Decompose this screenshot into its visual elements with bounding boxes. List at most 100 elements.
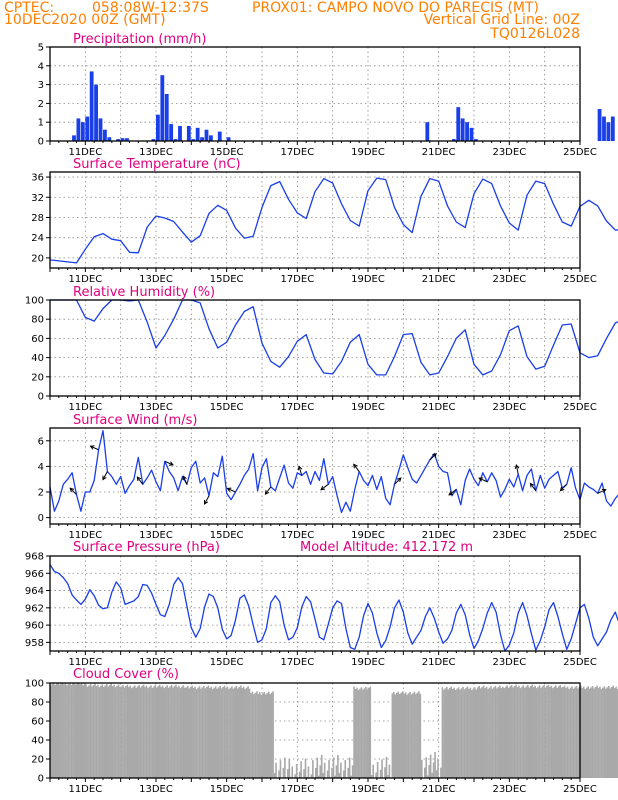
precip-xtick-label: 23DEC bbox=[492, 147, 526, 158]
wind-xtick-label: 19DEC bbox=[351, 530, 385, 541]
cloud-bar bbox=[263, 692, 266, 778]
pressure-xtick-label: 25DEC bbox=[563, 657, 597, 668]
precip-bar bbox=[204, 129, 209, 141]
cloud-bar bbox=[490, 686, 492, 778]
cloud-xtick-label: 19DEC bbox=[351, 784, 385, 795]
cloud-bar bbox=[563, 685, 566, 778]
cloud-bar bbox=[476, 687, 479, 778]
wind-arrow bbox=[478, 477, 488, 483]
cloud-bar bbox=[238, 687, 241, 778]
cloud-bar bbox=[89, 684, 92, 778]
cloud-bar bbox=[95, 686, 98, 778]
cloud-bar bbox=[580, 685, 582, 778]
cloud-bar bbox=[164, 686, 167, 778]
wind-arrow bbox=[448, 489, 457, 496]
cloud-bar bbox=[432, 762, 435, 778]
cloud-bar bbox=[69, 683, 71, 778]
cloud-bar bbox=[83, 683, 86, 778]
cloud-bar bbox=[70, 684, 73, 778]
cloud-bar bbox=[294, 774, 297, 778]
cloud-bar bbox=[362, 689, 364, 778]
cloud-bar bbox=[117, 684, 120, 778]
cloud-title: Cloud Cover (%) bbox=[73, 667, 179, 682]
cloud-bar bbox=[108, 685, 111, 778]
cloud-bar bbox=[566, 686, 569, 778]
precip-xtick-label: 17DEC bbox=[280, 147, 314, 158]
wind-arrow bbox=[429, 453, 437, 461]
cloud-bar bbox=[304, 758, 307, 778]
cloud-bar bbox=[419, 693, 422, 778]
cloud-bar bbox=[98, 687, 101, 778]
cloud-bar bbox=[282, 767, 285, 778]
cloud-bar bbox=[92, 685, 95, 778]
cloud-bar bbox=[557, 686, 560, 778]
cloud-bar bbox=[531, 684, 534, 778]
cloud-ytick-label: 0 bbox=[38, 774, 44, 785]
precip-xtick-label: 25DEC bbox=[563, 147, 597, 158]
cloud-bar bbox=[273, 773, 276, 778]
cloud-bar bbox=[105, 684, 108, 778]
cloud-bar bbox=[488, 687, 491, 778]
cloud-bar bbox=[203, 685, 205, 778]
cloud-bar bbox=[130, 688, 133, 778]
temperature-title: Surface Temperature (nC) bbox=[73, 157, 241, 172]
cloud-bar bbox=[547, 684, 550, 778]
temperature-ytick-label: 24 bbox=[31, 233, 44, 244]
header-model-id: TQ0126L028 bbox=[489, 26, 580, 42]
wind-ytick-label: 4 bbox=[38, 462, 44, 473]
cloud-bar bbox=[250, 693, 252, 778]
cloud-bar bbox=[128, 687, 130, 778]
cloud-bar bbox=[291, 766, 294, 778]
cloud-bar bbox=[150, 685, 152, 778]
cloud-bar bbox=[416, 692, 419, 778]
cloud-bar bbox=[468, 688, 470, 778]
precip-xtick-label: 21DEC bbox=[422, 147, 456, 158]
cloud-bar bbox=[370, 774, 373, 778]
cloud-bar bbox=[219, 685, 221, 778]
cloud-bar bbox=[529, 686, 532, 778]
wind-ytick-label: 2 bbox=[38, 488, 44, 499]
cloud-bar bbox=[133, 685, 136, 778]
cloud-bar bbox=[572, 688, 575, 778]
cloud-bar bbox=[394, 694, 397, 778]
cloud-bar bbox=[575, 685, 578, 778]
wind-ytick-label: 0 bbox=[38, 513, 44, 524]
cloud-bar bbox=[58, 684, 61, 778]
cloud-bar bbox=[172, 687, 174, 778]
cloud-bar bbox=[254, 692, 257, 778]
header-grid-note: Vertical Grid Line: 00Z bbox=[424, 12, 580, 28]
cloud-bar bbox=[356, 687, 358, 778]
humidity-line bbox=[50, 299, 618, 376]
cloud-bar bbox=[504, 686, 507, 778]
cloud-bar bbox=[507, 687, 510, 778]
cloud-bar bbox=[186, 685, 189, 778]
wind-xtick-label: 23DEC bbox=[492, 530, 526, 541]
cloud-bar bbox=[559, 685, 562, 778]
wind-arrowhead bbox=[559, 486, 565, 492]
cloud-bar bbox=[79, 684, 82, 778]
cloud-bar bbox=[518, 685, 520, 778]
cloud-bar bbox=[77, 683, 80, 778]
cloud-bar bbox=[170, 685, 173, 778]
cloud-bar bbox=[410, 694, 413, 778]
wind-arrowhead bbox=[264, 490, 270, 495]
cloud-bar bbox=[590, 687, 592, 778]
cloud-bar bbox=[151, 687, 154, 778]
cloud-bar bbox=[391, 693, 394, 778]
temperature-ytick-label: 36 bbox=[31, 173, 44, 184]
wind-arrowhead bbox=[353, 463, 358, 469]
cloud-bar bbox=[158, 684, 161, 778]
cloud-bar bbox=[569, 687, 572, 778]
wind-arrow bbox=[353, 464, 360, 472]
cloud-bar bbox=[125, 686, 127, 778]
cloud-bar bbox=[167, 687, 170, 778]
cloud-bar bbox=[72, 683, 74, 778]
precip-ytick-label: 1 bbox=[38, 118, 44, 129]
cloud-bar bbox=[73, 683, 76, 778]
cloud-bar bbox=[365, 686, 367, 778]
cloud-bar bbox=[428, 765, 430, 778]
cloud-bar bbox=[403, 693, 405, 778]
wind-xtick-label: 11DEC bbox=[68, 530, 102, 541]
cloud-bar bbox=[209, 688, 211, 778]
